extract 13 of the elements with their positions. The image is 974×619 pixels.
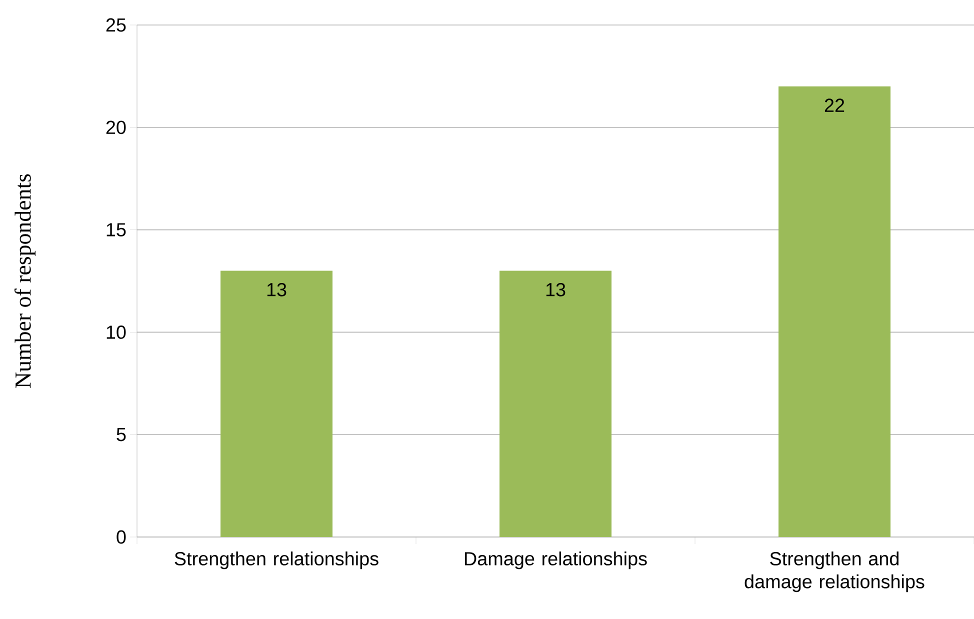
- y-axis-title: Number of respondents: [14, 174, 36, 388]
- y-tick-label: 0: [116, 530, 126, 544]
- data-label: 13: [267, 282, 286, 296]
- y-tick-label: 15: [106, 223, 126, 236]
- x-tick-label: Strengthen relationships: [174, 552, 378, 570]
- x-tick-label: Strengthen and damage relationships: [744, 552, 924, 592]
- y-tick-label: 5: [116, 428, 126, 442]
- y-tick-label: 10: [106, 325, 126, 339]
- x-tick-label: Damage relationships: [464, 552, 647, 570]
- data-label: 13: [546, 282, 566, 296]
- y-tick-label: 20: [106, 120, 126, 134]
- y-tick-label: 25: [106, 18, 126, 32]
- data-label: 22: [824, 98, 844, 112]
